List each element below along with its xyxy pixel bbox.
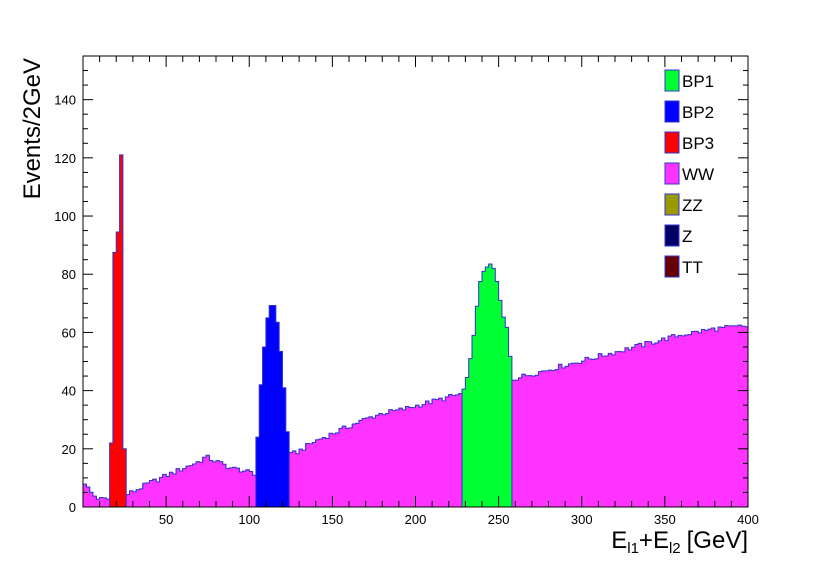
x-axis-title-sub2: l2 [669,540,681,557]
x-axis-title-unit: [GeV] [687,527,748,554]
legend-label-ww: WW [682,165,714,184]
legend-label-bp3: BP3 [682,134,714,153]
legend-label-bp2: BP2 [682,103,714,122]
series-bp1 [461,263,513,508]
y-tick-label: 100 [54,209,76,224]
series-ww [82,324,749,508]
y-tick-label: 120 [54,151,76,166]
legend-swatch-bp2 [664,100,680,123]
y-tick-label: 0 [69,500,76,515]
x-axis-title-sub1: l1 [627,540,639,557]
y-tick-label: 140 [54,93,76,108]
x-axis-title: El1+El2 [GeV] [611,527,748,557]
legend-label-tt: TT [682,258,703,277]
x-tick-label: 200 [405,512,427,527]
legend-label-bp1: BP1 [682,72,714,91]
x-tick-label: 350 [654,512,676,527]
x-axis-title-plus: + [639,527,653,554]
series-bp3 [109,154,127,508]
legend-swatch-z [664,224,680,247]
legend-label-zz: ZZ [682,196,703,215]
x-tick-label: 400 [737,512,759,527]
legend-swatch-bp3 [664,131,680,154]
x-tick-label: 50 [159,512,173,527]
x-tick-label: 150 [322,512,344,527]
x-axis-title-base: E [611,527,627,554]
legend-swatch-bp1 [664,69,680,92]
y-tick-label: 60 [62,325,76,340]
legend-swatch-zz [664,193,680,216]
series-bp2 [255,305,290,508]
y-tick-label: 40 [62,384,76,399]
legend-swatch-tt [664,255,680,278]
x-tick-label: 300 [571,512,593,527]
axis-tick-labels: 50 100 150 200 250 300 350 400 0 20 40 60 80 100 120 14… [54,93,759,527]
y-axis-title: Events/2GeV [19,58,46,199]
legend-label-z: Z [682,227,692,246]
x-axis-title-base-2: E [653,527,669,554]
x-tick-label: 100 [238,512,260,527]
y-tick-label: 20 [62,442,76,457]
axis-ticks [83,55,749,507]
x-tick-label: 250 [488,512,510,527]
series-layer [82,154,749,508]
y-tick-label: 80 [62,267,76,282]
legend-swatch-ww [664,162,680,185]
